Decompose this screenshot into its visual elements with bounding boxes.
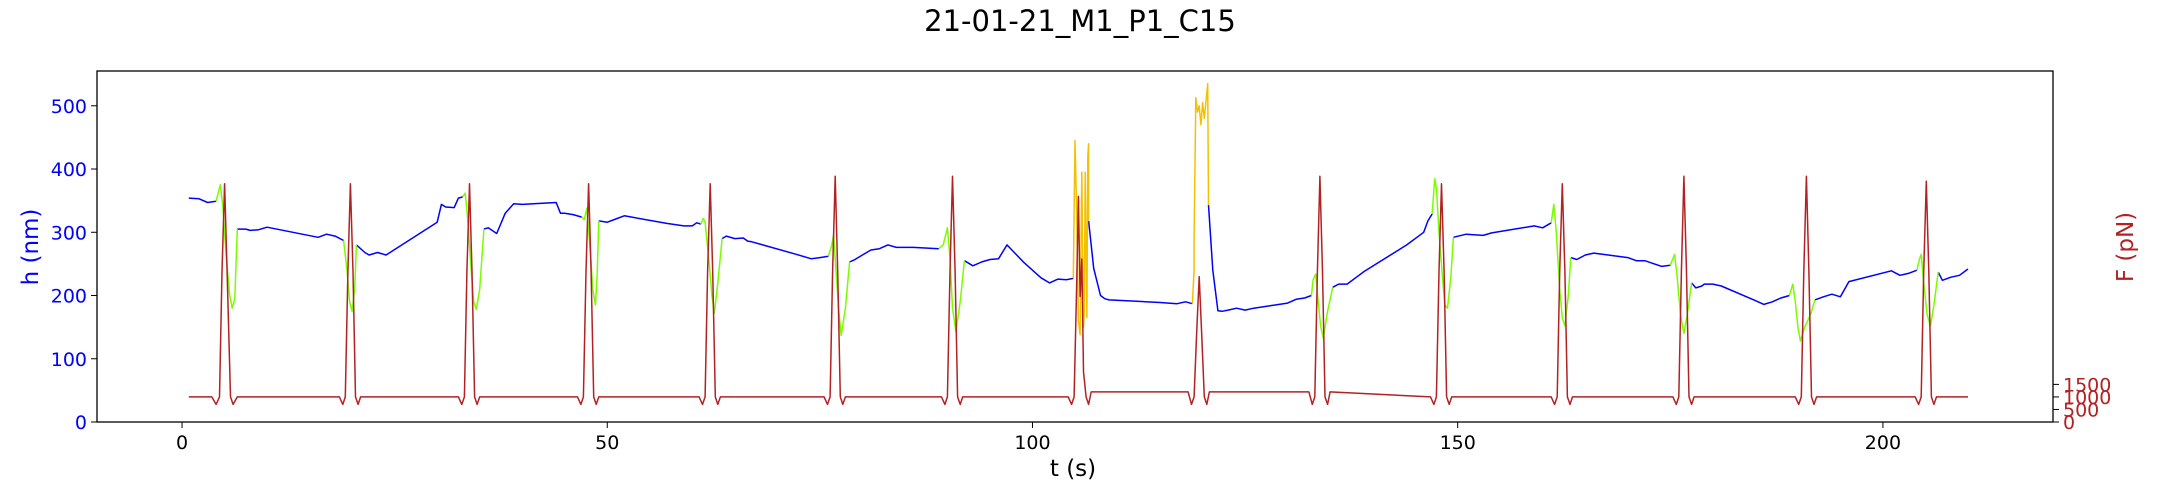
x-tick-label: 150 [1440,432,1476,454]
series-1-segment-8 [1431,177,1455,309]
left-y-axis-label: h (nm) [18,209,44,286]
series-1-segment-9 [1550,203,1572,327]
right-y-tick-label: 500 [2063,399,2099,421]
series-1-segment-7 [1310,273,1334,339]
x-tick-label: 100 [1014,432,1050,454]
series-1-segment-4 [700,217,723,314]
right-y-tick-label: 1500 [2063,374,2111,396]
series-0-segment-0 [188,197,217,204]
x-tick-label: 50 [595,432,619,454]
left-y-tick-label: 500 [51,96,87,118]
chart-lines [188,82,1969,406]
series-1-segment-12 [1916,253,1939,327]
right-y-tick-label: 0 [2063,412,2075,434]
series-0-segment-5 [721,235,829,260]
series-0-segment-3 [483,201,582,235]
right-y-axis-label: F (pN) [2113,212,2139,282]
chart-title: 21-01-21_M1_P1_C15 [924,4,1236,38]
series-0-segment-9 [1207,205,1312,313]
x-axis-label: t (s) [1050,456,1096,482]
series-1-segment-5 [827,234,851,337]
x-tick-label: 0 [176,432,188,454]
x-axis: 0 50 100 150 200 [176,422,1901,454]
series-0-segment-13 [1691,282,1790,306]
series-0-segment-6 [849,244,939,263]
series-0-segment-12 [1570,252,1671,268]
x-tick-label: 200 [1865,432,1901,454]
left-y-tick-label: 300 [51,222,87,244]
left-y-axis: 0 100 200 300 400 500 [51,96,97,434]
series-0-segment-1 [237,226,344,242]
left-y-tick-label: 0 [75,412,87,434]
plot-area-frame [96,70,2054,423]
series-0-segment-4 [598,215,702,227]
series-2-segment-1 [1191,82,1210,304]
series-0-segment-7 [964,244,1074,284]
series-1-segment-1 [342,240,358,313]
left-y-tick-label: 400 [51,159,87,181]
series-3-segment-0 [188,175,1968,406]
series-0-segment-14 [1814,269,1918,301]
left-y-tick-label: 100 [51,349,87,371]
series-0-segment-8 [1087,220,1193,305]
series-0-segment-2 [355,196,463,256]
series-1-segment-6 [938,227,966,333]
right-y-tick-label: 1000 [2063,387,2111,409]
series-0-segment-10 [1332,213,1433,288]
series-0-segment-15 [1937,268,1969,282]
left-y-tick-label: 200 [51,286,87,308]
series-0-segment-11 [1453,222,1552,239]
